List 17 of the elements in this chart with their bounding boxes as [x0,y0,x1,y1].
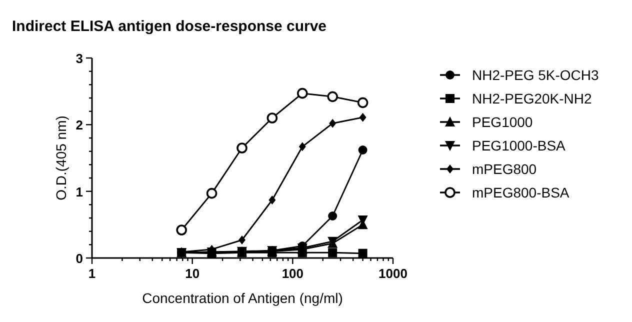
x-axis-title: Concentration of Antigen (ng/ml) [142,290,343,306]
legend-label: PEG1000-BSA [472,138,566,154]
legend-label: mPEG800-BSA [472,184,570,200]
chart-title: Indirect ELISA antigen dose-response curve [12,18,327,35]
y-tick-label: 1 [76,184,83,200]
legend-label: NH2-PEG 5K-OCH3 [472,67,600,83]
legend-label: PEG1000 [472,114,533,130]
legend-label: NH2-PEG20K-NH2 [472,90,592,106]
y-tick-label: 0 [76,251,83,266]
x-tick-label: 100 [282,266,304,281]
y-tick-label: 3 [76,51,83,66]
x-tick-label: 1000 [378,266,408,281]
x-tick-label: 10 [185,266,200,281]
legend-label: mPEG800 [472,161,537,177]
y-axis-title: O.D.(405 nm) [53,116,69,200]
y-tick-label: 2 [76,118,83,133]
x-tick-label: 1 [88,266,96,281]
